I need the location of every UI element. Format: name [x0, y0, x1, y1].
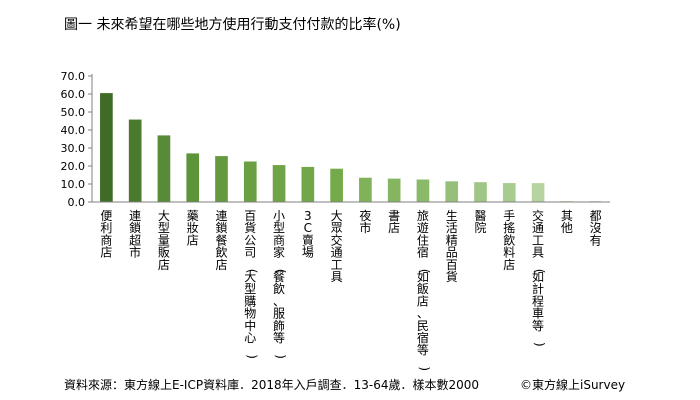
bar [272, 165, 286, 202]
y-tick-label: 70.0 [61, 70, 86, 83]
bar [445, 181, 459, 202]
bar [243, 161, 257, 202]
bar [359, 177, 372, 202]
y-axis: 0.0 10.0 20.0 30.0 40.0 50.0 60.0 70.0 [61, 70, 93, 209]
y-tick-label: 0.0 [68, 196, 86, 209]
x-category-label: 藥妝店 [187, 209, 199, 247]
x-category-label: 大眾交通工具 [331, 209, 343, 284]
bar [157, 135, 171, 202]
bar [502, 183, 516, 202]
x-category-label: 大型量販店 [158, 209, 170, 272]
x-category-label: 交通工具(如計程車等) [532, 208, 547, 347]
y-tick-label: 30.0 [61, 142, 86, 155]
x-category-label: 連鎖餐飲店 [215, 209, 227, 272]
x-category-label: 便利商店 [100, 209, 112, 260]
bars [100, 93, 602, 202]
x-category-label: 書店 [388, 209, 400, 235]
x-category-label: 醫院 [474, 209, 486, 235]
y-tick-label: 60.0 [61, 88, 86, 101]
bar [215, 156, 228, 202]
bar [531, 183, 545, 202]
bar [330, 168, 343, 202]
x-category-label: 手搖飲料店 [503, 209, 515, 272]
bar [474, 182, 487, 202]
chart-title: 圖一 未來希望在哪些地方使用行動支付付款的比率(%) [64, 17, 401, 33]
x-category-label: 百貨公司(大型購物中心) [244, 209, 259, 359]
bar [128, 119, 142, 202]
bar [100, 93, 113, 202]
y-tick-label: 40.0 [61, 124, 86, 137]
x-category-label: 生活精品百貨 [446, 209, 458, 284]
source-note: 資料來源：東方線上E-ICP資料庫．2018年入戶調查．13-64歲．樣本數20… [64, 378, 480, 392]
copyright-note: ©東方線上iSurvey [520, 378, 626, 392]
x-category-label: 小型商家(餐飲、服飾等) [273, 209, 288, 359]
y-tick-label: 20.0 [61, 160, 86, 173]
bar [416, 179, 430, 202]
x-category-label: 旅遊住宿(如飯店、民宿等) [417, 209, 432, 370]
x-axis-labels: 便利商店 連鎖超市 大型量販店 藥妝店 連鎖餐飲店 百貨公司(大型購物中心) 小型商家(餐飲… [100, 208, 601, 370]
x-category-label: 連鎖超市 [129, 209, 141, 260]
x-category-label: 都沒有 [590, 209, 602, 247]
y-tick-label: 10.0 [61, 178, 86, 191]
x-category-label: 其他 [561, 209, 573, 235]
bar [186, 153, 200, 202]
y-tick-label: 50.0 [61, 106, 86, 119]
x-category-label: 夜市 [359, 208, 371, 235]
bar [387, 178, 401, 202]
bar [301, 166, 315, 202]
x-category-label: 3 C 賣場 [302, 209, 314, 260]
bar-chart: 0.0 10.0 20.0 30.0 40.0 50.0 60.0 70.0 便利商店 連鎖超市… [61, 70, 610, 370]
